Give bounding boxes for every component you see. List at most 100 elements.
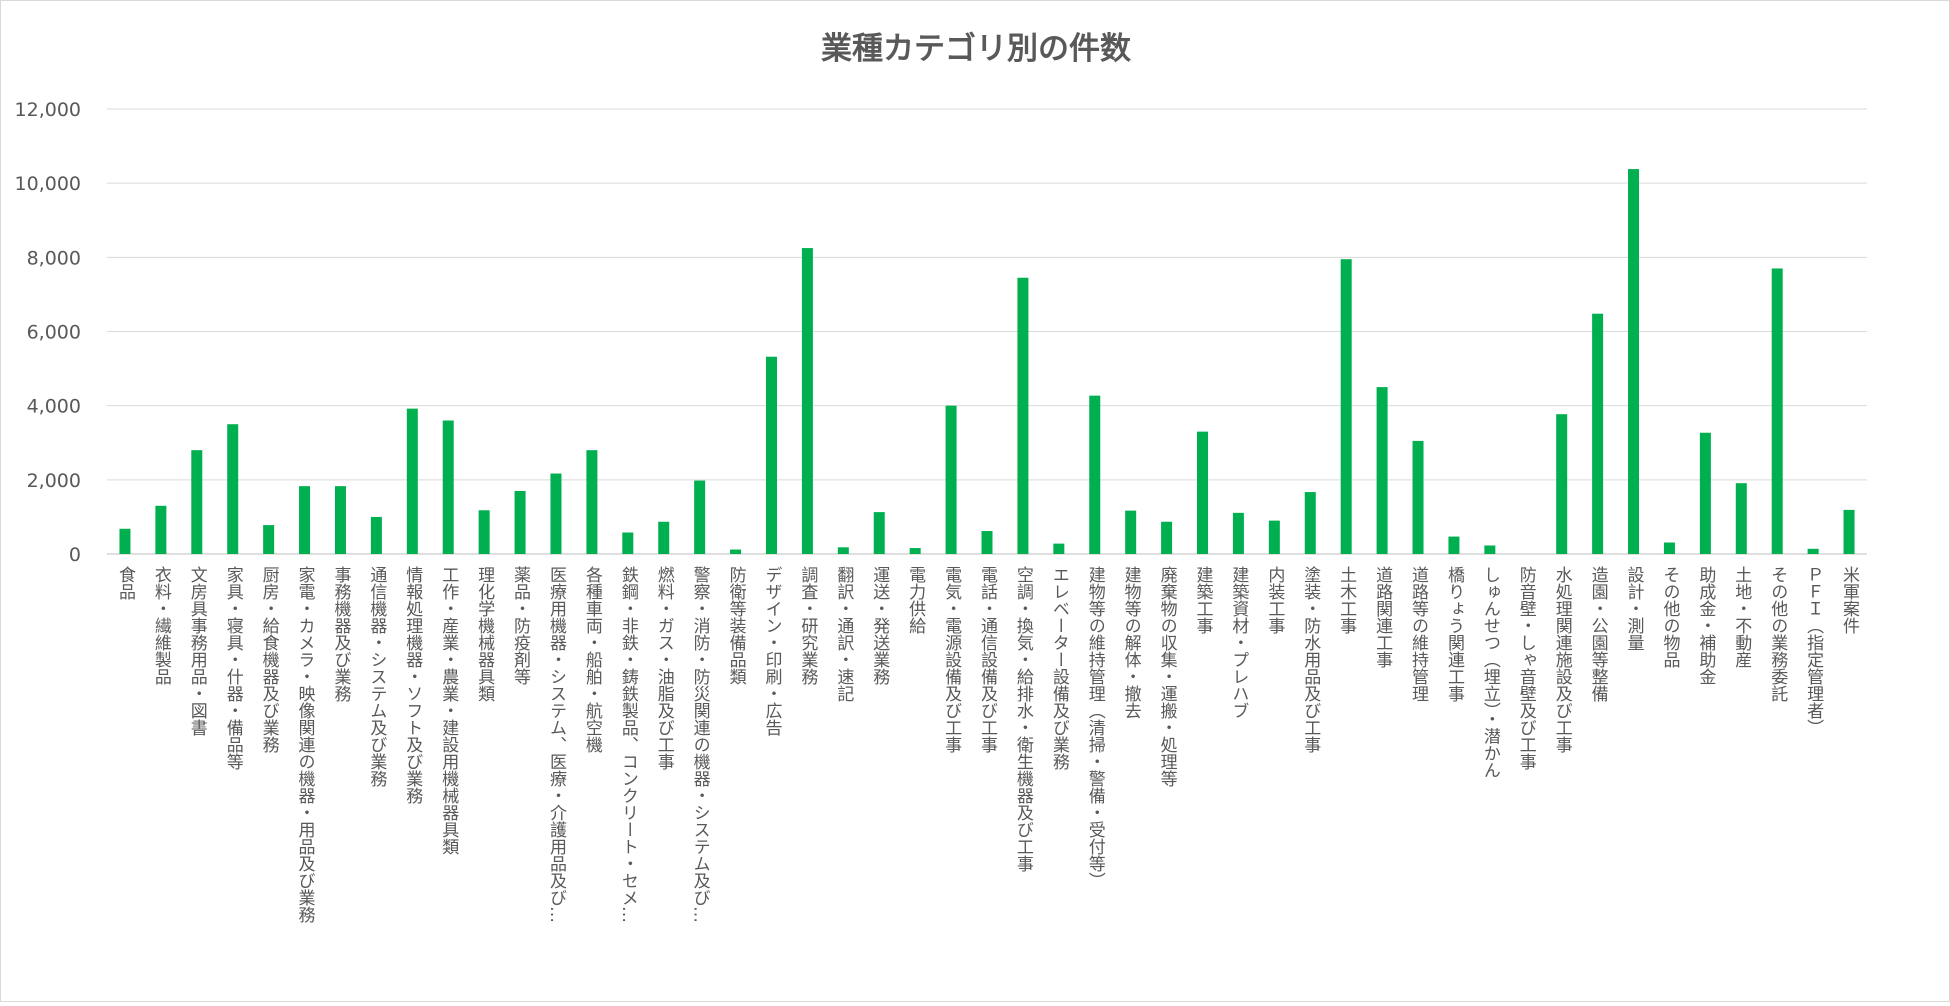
bar [1807,548,1819,554]
bar [981,531,993,554]
bar [658,521,670,554]
bar [299,486,311,554]
y-tick-label: 12,000 [15,99,81,121]
x-tick-label: 理化学機械器具類 [474,566,495,702]
bar [1017,277,1029,554]
x-tick-label: 道路等の維持管理 [1408,566,1429,702]
bar [1556,414,1568,554]
bar [801,248,813,554]
x-tick-label: 水処理関連施設及び工事 [1552,566,1573,753]
x-tick-label: 家具・寝具・什器・備品等 [223,566,244,770]
bar [263,525,275,554]
bar [586,450,598,554]
x-tick-label: 土地・不動産 [1731,566,1752,668]
bar [1628,169,1640,554]
bar [945,405,957,554]
bar [873,512,885,554]
x-tick-label: 翻訳・通訳・速記 [833,566,854,702]
bar [765,356,777,554]
x-tick-label: 警察・消防・防災関連の機器・システム及び… [690,566,711,923]
x-tick-label: 内装工事 [1264,566,1285,634]
x-tick-label: 情報処理機器・ソフト及び業務 [402,566,423,805]
bar [1125,510,1137,554]
x-tick-label: 土木工事 [1336,566,1357,634]
x-tick-label: 米軍案件 [1839,566,1860,634]
x-axis-category-labels: 食品 衣料・繊維製品 文房具事務用品・図書 家具・寝具・什器・備品等 厨房・給食機器及び… [115,565,1860,924]
bar [837,547,849,554]
x-tick-label: 防音壁・しゃ音壁及び工事 [1516,566,1537,770]
x-tick-label: 各種車両・船舶・航空機 [582,566,603,754]
bars [119,169,1855,554]
x-tick-label: 建物等の解体・撤去 [1121,566,1142,719]
bar [1197,431,1209,554]
x-tick-label: 建物等の維持管理（清掃・警備・受付等） [1085,566,1106,889]
bar [334,486,346,554]
x-tick-label: 空調・換気・給排水・衛生機器及び工事 [1013,566,1034,872]
bar [730,549,742,554]
x-tick-label: 運送・発送業務 [869,566,890,686]
bar [1304,492,1316,554]
bar [1771,268,1783,554]
bar [694,480,706,554]
x-tick-label: 薬品・防疫剤等 [510,566,531,685]
x-tick-label: 事務機器及び業務 [330,566,351,703]
chart-title: 業種カテゴリ別の件数 [821,31,1131,67]
x-tick-label: 橋りょう関連工事 [1444,566,1465,702]
x-tick-label: 鉄鋼・非鉄・鋳鉄製品、コンクリート・セメ… [618,566,639,923]
bar [227,424,239,554]
bar [370,516,382,554]
x-tick-label: 文房具事務用品・図書 [187,566,208,736]
gridlines [107,108,1867,555]
bar [1412,440,1424,554]
y-tick-label: 6,000 [27,322,81,344]
bar [514,490,526,554]
x-tick-label: 防衛等装備品類 [726,566,747,685]
bar [1448,536,1460,554]
x-tick-label: 食品 [115,566,136,600]
y-tick-label: 8,000 [27,247,81,269]
bar [1268,520,1280,554]
x-tick-label: 通信機器・システム及び業務 [366,566,387,788]
bar [442,420,454,554]
bar [1735,483,1747,554]
x-tick-label: 家電・カメラ・映像関連の機器・用品及び業務 [295,566,316,924]
bar [550,473,562,554]
bar [1592,313,1604,554]
x-tick-label: 電気・電源設備及び工事 [941,566,962,753]
bar [1232,512,1244,554]
bar [191,450,203,554]
y-tick-label: 0 [69,544,81,566]
bar [1161,521,1173,554]
x-tick-label: エレベーター設備及び業務 [1049,566,1070,771]
x-tick-label: その他の物品 [1659,566,1680,668]
x-tick-label: デザイン・印刷・広告 [761,566,782,736]
y-tick-label: 4,000 [27,396,81,418]
x-tick-label: 医療用機器・システム、医療・介護用品及び… [546,566,567,923]
x-tick-label: 燃料・ガス・油脂及び工事 [654,566,675,770]
bar [1053,543,1065,554]
x-tick-label: 建築資材・プレハブ [1228,566,1249,719]
x-tick-label: 道路関連工事 [1372,566,1393,668]
x-tick-label: ＰＦＩ（指定管理者） [1803,566,1824,736]
x-tick-label: 電力供給 [905,566,926,634]
x-tick-label: 衣料・繊維製品 [151,566,172,685]
bar [1699,432,1711,554]
x-tick-label: 造園・公園等整備 [1588,566,1609,703]
x-tick-label: その他の業務委託 [1767,566,1788,702]
x-tick-label: 電話・通信設備及び工事 [977,566,998,753]
x-tick-label: 建築工事 [1193,566,1214,634]
x-tick-label: 工作・産業・農業・建設用機械器具類 [438,566,459,855]
x-tick-label: 助成金・補助金 [1695,566,1716,685]
x-tick-label: 調査・研究業務 [797,566,818,686]
bar [1089,395,1101,554]
bar [1663,542,1675,554]
x-tick-label: しゅんせつ（埋立）・潜かん [1480,566,1501,779]
bar [155,505,167,554]
x-tick-label: 厨房・給食機器及び業務 [259,566,280,754]
bar [622,532,634,554]
bar [478,510,490,554]
x-tick-label: 塗装・防水用品及び工事 [1300,565,1321,753]
y-tick-label: 2,000 [27,470,81,492]
